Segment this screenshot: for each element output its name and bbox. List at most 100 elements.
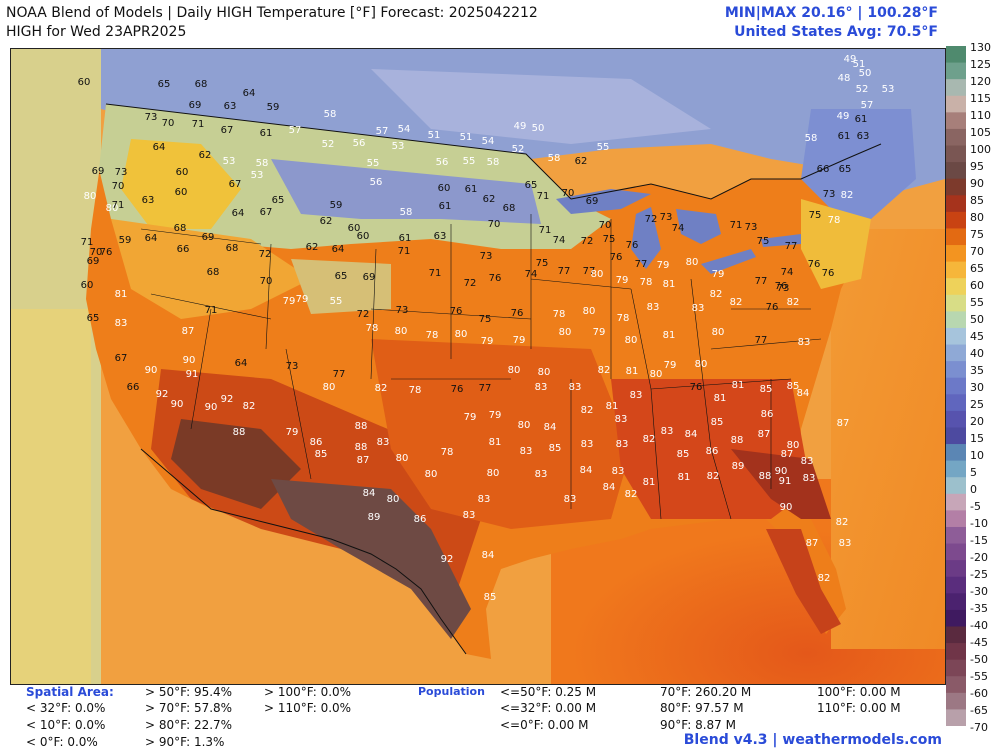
rockies xyxy=(291,259,391,314)
scale-label: 15 xyxy=(970,432,984,445)
temperature-label: 87 xyxy=(182,326,195,337)
temperature-label: 64 xyxy=(235,358,248,369)
scale-label: -10 xyxy=(970,517,988,530)
temperature-label: 59 xyxy=(119,235,132,246)
temperature-label: 76 xyxy=(451,384,464,395)
temperature-label: 78 xyxy=(366,323,379,334)
stat-lt10: < 10°F: 0.0% xyxy=(26,718,106,732)
scale-label: -40 xyxy=(970,619,988,632)
temperature-label: 85 xyxy=(484,592,497,603)
temperature-label: 80 xyxy=(591,269,604,280)
temperature-label: 75 xyxy=(536,258,549,269)
temperature-label: 57 xyxy=(376,126,389,137)
scale-swatch xyxy=(946,228,966,246)
temperature-label: 83 xyxy=(115,318,128,329)
temperature-label: 64 xyxy=(153,142,166,153)
scale-swatch xyxy=(946,410,966,428)
pacific-south xyxy=(11,309,91,684)
temperature-label: 78 xyxy=(441,447,454,458)
us-mexico-border xyxy=(140,448,467,655)
temperature-label: 79 xyxy=(489,410,502,421)
temperature-label: 87 xyxy=(758,429,771,440)
temperature-label: 77 xyxy=(583,266,596,277)
temperature-label: 51 xyxy=(428,130,441,141)
temperature-label: 67 xyxy=(221,125,234,136)
pop-90: 90°F: 8.87 M xyxy=(660,718,736,732)
temperature-label: 72 xyxy=(259,249,272,260)
temperature-map[interactable]: 68 64 69 63 59 58 73 70 71 67 61 57 56 57 54 51 51 54 49 50… xyxy=(10,48,946,685)
temperature-label: 84 xyxy=(482,550,495,561)
scale-swatch xyxy=(946,460,966,478)
temperature-label: 70 xyxy=(112,181,125,192)
temperature-label: 65 xyxy=(87,313,100,324)
scale-label: -20 xyxy=(970,551,988,564)
scale-label: 80 xyxy=(970,211,984,224)
temperature-label: 78 xyxy=(640,277,653,288)
temperature-label: 86 xyxy=(414,514,427,525)
scale-label: 35 xyxy=(970,364,984,377)
temperature-label: 60 xyxy=(357,231,370,242)
scale-label: -25 xyxy=(970,568,988,581)
temperature-label: 89 xyxy=(732,461,745,472)
temperature-label: 81 xyxy=(714,393,727,404)
temperature-label: 87 xyxy=(806,538,819,549)
temperature-label: 79 xyxy=(513,335,526,346)
temperature-label: 69 xyxy=(202,232,215,243)
temperature-label: 67 xyxy=(229,179,242,190)
temperature-label: 68 xyxy=(503,203,516,214)
temperature-label: 76 xyxy=(775,281,788,292)
temperature-label: 62 xyxy=(199,150,212,161)
temperature-label: 60 xyxy=(438,183,451,194)
temperature-label: 48 xyxy=(838,73,851,84)
temperature-label: 73 xyxy=(823,189,836,200)
scale-label: -5 xyxy=(970,500,981,513)
scale-label: 25 xyxy=(970,398,984,411)
scale-label: 105 xyxy=(970,126,991,139)
temperature-label: 82 xyxy=(787,297,800,308)
temperature-label: 58 xyxy=(548,153,561,164)
atlantic-ocean xyxy=(831,229,945,649)
temperature-label: 80 xyxy=(84,191,97,202)
temperature-label: 82 xyxy=(836,517,849,528)
scale-swatch xyxy=(946,709,966,727)
temperature-label: 79 xyxy=(593,327,606,338)
scale-swatch xyxy=(946,593,966,611)
temperature-label: 80 xyxy=(395,326,408,337)
footer-credit[interactable]: Blend v4.3 | weathermodels.com xyxy=(683,732,942,748)
scale-swatch xyxy=(946,377,966,395)
scale-swatch xyxy=(946,560,966,578)
temperature-label: 83 xyxy=(612,466,625,477)
scale-label: 60 xyxy=(970,279,984,292)
scale-swatch xyxy=(946,261,966,279)
temperature-label: 82 xyxy=(841,190,854,201)
temperature-label: 53 xyxy=(392,141,405,152)
temperature-label: 82 xyxy=(243,401,256,412)
temperature-label: 84 xyxy=(797,388,810,399)
scale-swatch xyxy=(946,643,966,661)
scale-swatch xyxy=(946,676,966,694)
scale-swatch xyxy=(946,543,966,561)
temperature-label: 76 xyxy=(808,259,821,270)
title-line-1: NOAA Blend of Models | Daily HIGH Temper… xyxy=(6,5,538,21)
temperature-label: 91 xyxy=(779,476,792,487)
scale-label: 95 xyxy=(970,160,984,173)
temperature-label: 50 xyxy=(532,123,545,134)
temperature-label: 84 xyxy=(685,429,698,440)
temperature-label: 83 xyxy=(798,337,811,348)
stat-gt90: > 90°F: 1.3% xyxy=(145,735,225,749)
temperature-label: 60 xyxy=(81,280,94,291)
scale-label: 130 xyxy=(970,41,991,54)
temperature-label: 92 xyxy=(221,394,234,405)
temperature-label: 72 xyxy=(464,278,477,289)
great-basin xyxy=(111,219,311,319)
scale-swatch xyxy=(946,493,966,511)
temperature-label: 80 xyxy=(323,382,336,393)
scale-label: 85 xyxy=(970,194,984,207)
temperature-label: 53 xyxy=(251,170,264,181)
temperature-label: 77 xyxy=(785,241,798,252)
temperature-label: 80 xyxy=(487,468,500,479)
temperature-label: 64 xyxy=(232,208,245,219)
color-scale-svg xyxy=(946,46,966,727)
temperature-label: 72 xyxy=(357,309,370,320)
